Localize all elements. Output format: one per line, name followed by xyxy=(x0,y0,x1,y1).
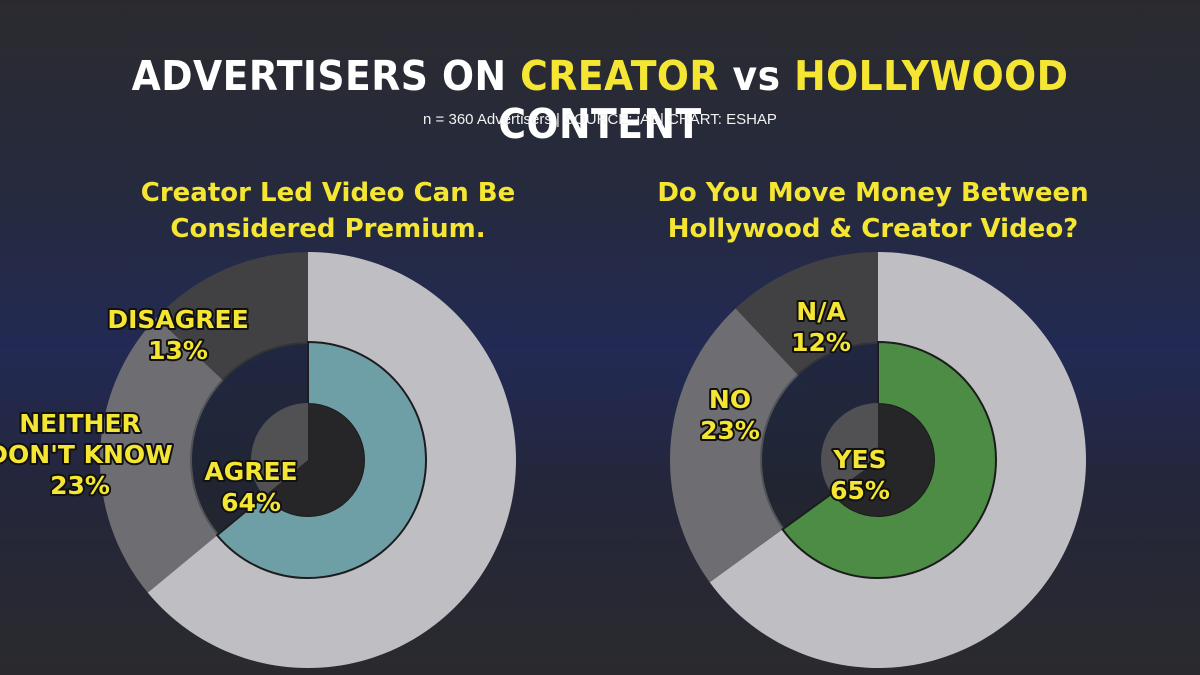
chart2-title: Do You Move Money Between Hollywood & Cr… xyxy=(633,175,1113,247)
chart2-label-1-line-2: 65% xyxy=(830,476,890,505)
chart1-label-2-line-2: DON'T KNOW xyxy=(0,440,173,469)
chart1-donut: AGREE 64% NEITHER DON'T KNOW 23% DISAGREE 13% xyxy=(0,252,516,668)
chart2-outer-slice-1 xyxy=(709,252,1086,668)
chart1-label-2: NEITHER DON'T KNOW 23% xyxy=(0,409,173,500)
page-title: ADVERTISERS ON CREATOR vs HOLLYWOOD CONT… xyxy=(48,52,1152,148)
title-creator: CREATOR xyxy=(520,52,719,100)
chart2-label-1-line-1: YES xyxy=(832,445,886,474)
chart1-outer-slice-3 xyxy=(156,252,308,381)
chart2-title-line-1: Do You Move Money Between xyxy=(657,178,1089,208)
chart1-title-line-2: Considered Premium. xyxy=(170,214,486,244)
chart2-label-2-line-2: 23% xyxy=(700,416,760,445)
chart1-title: Creator Led Video Can Be Considered Prem… xyxy=(88,175,568,247)
source-line: n = 360 Advertisers | SOURCE: iAB| CHART… xyxy=(423,111,777,128)
chart1-title-line-1: Creator Led Video Can Be xyxy=(140,178,516,208)
chart2-label-2-line-1: NO xyxy=(709,385,751,414)
chart2-outer-slice-2 xyxy=(670,308,799,583)
chart1-outer-slice-2 xyxy=(100,317,224,593)
chart1-slice-2 xyxy=(190,379,268,536)
title-vs: vs xyxy=(718,52,795,100)
title-hollywood: HOLLYWOOD xyxy=(794,52,1069,100)
chart1-label-3-line-2: 13% xyxy=(148,336,208,365)
chart1-label-2-line-3: 23% xyxy=(50,471,110,500)
chart2-outer-slice-3 xyxy=(735,252,878,376)
chart2-label-3-line-2: 12% xyxy=(791,328,851,357)
chart2-label-2: NO 23% xyxy=(700,385,760,445)
chart1-label-1: AGREE 64% xyxy=(204,457,297,517)
chart1-label-2-line-1: NEITHER xyxy=(19,409,141,438)
chart2-donut: YES 65% NO 23% N/A 12% xyxy=(670,252,1086,668)
chart2-slice-2 xyxy=(760,373,840,530)
chart2-label-3-line-1: N/A xyxy=(796,297,846,326)
title-part-5: CONTENT xyxy=(498,100,702,148)
chart1-slice-3 xyxy=(221,342,308,422)
chart1-label-3: DISAGREE 13% xyxy=(107,305,248,365)
chart2-center-wedge xyxy=(821,403,878,494)
chart1-label-3-line-1: DISAGREE xyxy=(107,305,248,334)
title-part-1: ADVERTISERS ON xyxy=(131,52,521,100)
chart1-label-1-line-1: AGREE xyxy=(204,457,297,486)
chart1-outer-slice-1 xyxy=(147,252,516,668)
chart2-label-1: YES 65% xyxy=(830,445,890,505)
chart2-slice-3 xyxy=(797,342,878,420)
chart1-label-1-line-2: 64% xyxy=(221,488,281,517)
chart1-center-wedge xyxy=(251,403,308,497)
chart2-label-3: N/A 12% xyxy=(791,297,851,357)
chart2-title-line-2: Hollywood & Creator Video? xyxy=(667,214,1079,244)
